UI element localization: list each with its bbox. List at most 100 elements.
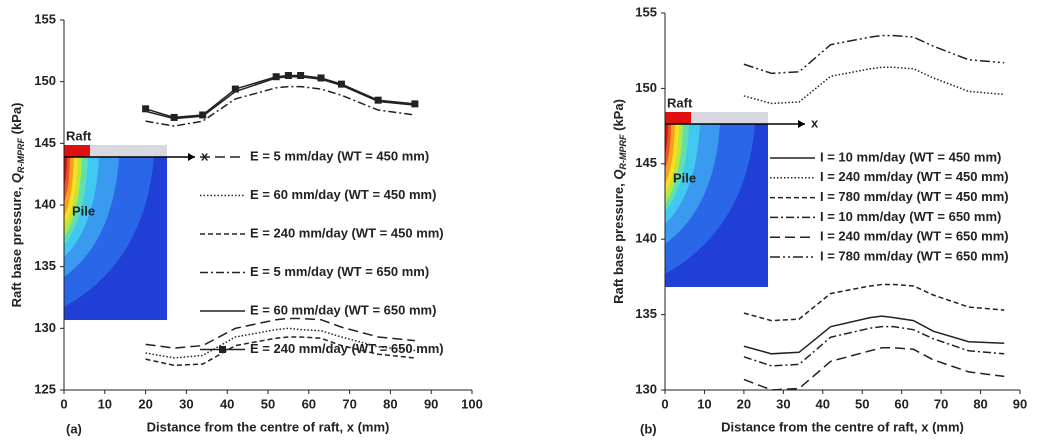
legend-marker [219, 346, 226, 353]
inset-label: Pile [72, 203, 95, 218]
y-label-text: Raft base pressure, [9, 183, 24, 307]
y-label-symbol: Q [9, 173, 24, 183]
legend-label: I = 780 mm/day (WT = 650 mm) [820, 248, 1009, 263]
x-tick-label: 50 [261, 396, 275, 411]
series-line [743, 34, 1005, 75]
x-tick-label: 100 [461, 396, 483, 411]
x-tick-label: 70 [934, 396, 948, 411]
series-line [145, 74, 415, 119]
x-tick-label: 80 [973, 396, 987, 411]
y-tick-label: 140 [635, 231, 657, 246]
point-marker [272, 73, 280, 81]
point-marker [411, 100, 419, 108]
legend-label: I = 10 mm/day (WT = 450 mm) [820, 149, 1001, 164]
y-tick-label: 130 [34, 320, 56, 335]
y-tick-label: 135 [34, 258, 56, 273]
y-tick-label: 155 [635, 4, 657, 19]
panel-label: (a) [66, 421, 82, 436]
x-axis-label: Distance from the centre of raft, x (mm) [147, 419, 390, 434]
x-tick-label: 70 [342, 396, 356, 411]
x-tick-label: 30 [179, 396, 193, 411]
raft-grey [691, 112, 768, 124]
y-label-symbol: Q [611, 170, 626, 180]
y-axis-label: Raft base pressure, QR-MPRF (kPa) [611, 99, 628, 304]
point-marker [374, 96, 382, 104]
x-tick-label: 60 [302, 396, 316, 411]
x-tick-label: 10 [98, 396, 112, 411]
legend-label: E = 240 mm/day (WT = 450 mm) [250, 225, 444, 240]
arrow-head [188, 153, 195, 161]
legend-label: E = 5 mm/day (WT = 650 mm) [250, 264, 429, 279]
raft-red [665, 112, 691, 124]
x-tick-label: 0 [60, 396, 67, 411]
x-tick-label: 20 [138, 396, 152, 411]
inset-label: x [811, 115, 819, 130]
y-label-text: Raft base pressure, [611, 180, 626, 304]
series-line [743, 347, 1005, 391]
x-axis-label: Distance from the centre of raft, x (mm) [721, 419, 964, 434]
y-tick-label: 150 [34, 73, 56, 88]
x-tick-label: 20 [737, 396, 751, 411]
series-line [145, 85, 415, 127]
series-line [145, 75, 415, 120]
legend-label: I = 10 mm/day (WT = 650 mm) [820, 209, 1001, 224]
point-marker [199, 111, 207, 119]
y-axis-label: Raft base pressure, QR-MPRF (kPa) [9, 103, 26, 308]
y-tick-label: 155 [34, 11, 56, 26]
x-tick-label: 90 [424, 396, 438, 411]
x-tick-label: 40 [220, 396, 234, 411]
legend-label: E = 240 mm/day (WT = 650 mm) [250, 341, 444, 356]
series-line [743, 66, 1005, 105]
contour-band [64, 157, 67, 187]
y-label-unit: (kPa) [9, 103, 24, 138]
x-tick-label: 0 [661, 396, 668, 411]
y-label-unit: (kPa) [611, 99, 626, 134]
legend-label: E = 60 mm/day (WT = 450 mm) [250, 187, 436, 202]
series-line [743, 315, 1005, 355]
y-tick-label: 145 [34, 135, 56, 150]
series-line [145, 317, 415, 349]
y-tick-label: 150 [635, 80, 657, 95]
inset-label: Raft [667, 95, 693, 110]
point-marker [170, 113, 178, 121]
x-tick-label: 10 [697, 396, 711, 411]
legend-label: E = 5 mm/day (WT = 450 mm) [250, 148, 429, 163]
x-tick-label: 50 [855, 396, 869, 411]
inset-contour [665, 124, 768, 287]
x-tick-label: 60 [894, 396, 908, 411]
inset-label: x [201, 148, 209, 163]
x-tick-label: 80 [383, 396, 397, 411]
raft-red [64, 145, 90, 157]
point-marker [284, 72, 292, 79]
x-tick-label: 40 [816, 396, 830, 411]
series-line [145, 336, 415, 367]
y-label-subscript: R-MPRF [16, 138, 26, 173]
inset-contour [64, 157, 167, 320]
raft-grey [90, 145, 167, 157]
y-tick-label: 135 [635, 306, 657, 321]
panel-label: (b) [640, 421, 657, 436]
legend-label: I = 240 mm/day (WT = 650 mm) [820, 229, 1009, 244]
y-tick-label: 130 [635, 381, 657, 396]
series-line [743, 283, 1005, 322]
legend-label: E = 60 mm/day (WT = 650 mm) [250, 302, 436, 317]
contour-band [665, 124, 668, 154]
legend-label: I = 240 mm/day (WT = 450 mm) [820, 169, 1009, 184]
y-label-subscript: R-MPRF [618, 134, 628, 169]
y-tick-label: 140 [34, 196, 56, 211]
point-marker [142, 105, 150, 113]
inset-label: Pile [673, 170, 696, 185]
point-marker [317, 74, 325, 82]
point-marker [297, 72, 305, 79]
y-tick-label: 125 [34, 381, 56, 396]
point-marker [337, 80, 345, 88]
point-marker [231, 85, 239, 93]
x-tick-label: 30 [776, 396, 790, 411]
inset-label: Raft [66, 128, 92, 143]
arrow-head [798, 120, 805, 128]
y-tick-label: 145 [635, 155, 657, 170]
x-tick-label: 90 [1013, 396, 1027, 411]
series-line [743, 325, 1005, 367]
legend-label: I = 780 mm/day (WT = 450 mm) [820, 189, 1009, 204]
